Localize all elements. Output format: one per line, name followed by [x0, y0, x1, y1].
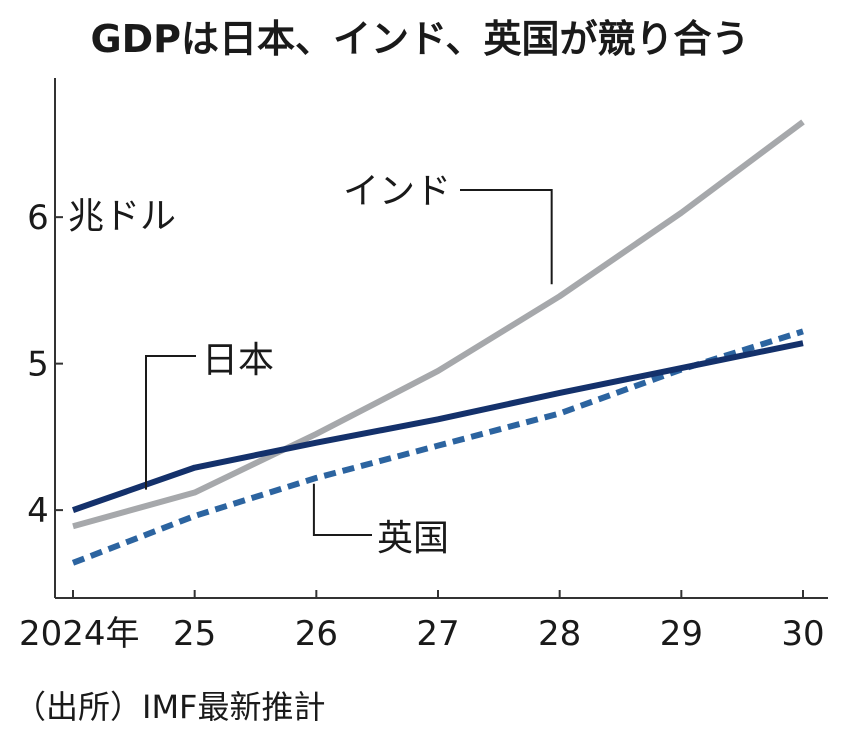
japan-label: 日本: [202, 340, 274, 381]
x-tick-label: 28: [538, 614, 581, 654]
x-tick-label: 29: [660, 614, 703, 654]
uk-leader-line: [312, 483, 372, 536]
japan-leader-line: [145, 355, 196, 490]
x-tick-label: 30: [781, 614, 824, 654]
uk-label: 英国: [377, 518, 449, 559]
x-tick-label: 27: [416, 614, 459, 654]
chart-title: GDPは日本、インド、英国が競り合う: [90, 17, 749, 61]
y-tick-label: 6: [27, 198, 49, 238]
series-line-japan: [72, 340, 804, 513]
y-unit-label: 兆ドル: [68, 196, 176, 237]
india-leader-line: [460, 189, 553, 285]
y-tick-label: 5: [27, 345, 49, 385]
series-line-india: [72, 119, 805, 530]
y-tick-label: 4: [27, 491, 49, 531]
x-tick-label: 25: [173, 614, 216, 654]
x-tick-label: 2024年: [19, 614, 140, 654]
x-tick-label: 26: [295, 614, 338, 654]
india-label: インド: [343, 171, 451, 212]
source-note: （出所）IMF最新推計: [14, 688, 325, 726]
